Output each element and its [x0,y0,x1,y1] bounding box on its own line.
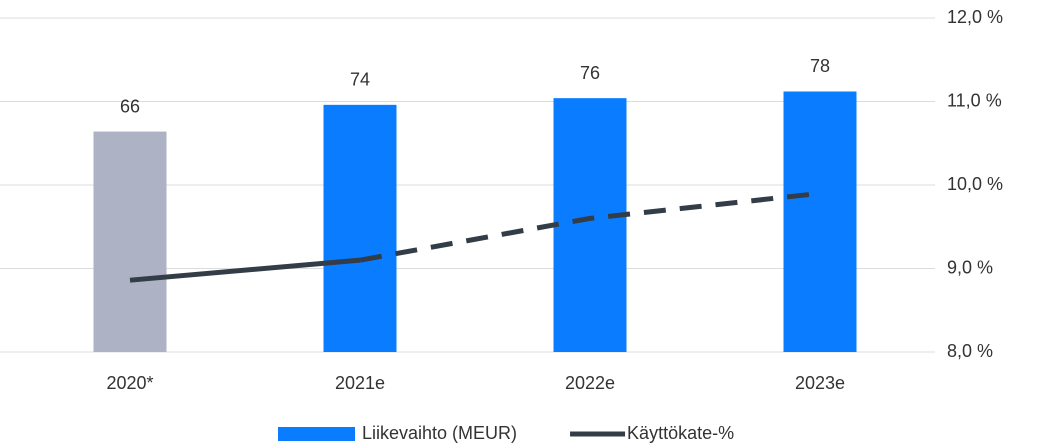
value-label: 78 [810,56,830,76]
x-tick-label: 2023e [795,373,845,393]
value-label: 76 [580,63,600,83]
legend-label: Käyttökate-% [627,423,734,443]
y2-tick-label: 11,0 % [947,90,1002,110]
line [359,190,821,263]
y2-tick-label: 8,0 % [947,341,993,361]
line [129,257,361,283]
x-tick-label: 2021e [335,373,385,393]
y2-tick-label: 10,0 % [947,174,1003,194]
y2-tick-label: 9,0 % [947,257,993,277]
bar [783,91,857,352]
bar [93,131,167,352]
x-tick-label: 2022e [565,373,615,393]
y2-tick-label: 12,0 % [947,7,1003,27]
bar [553,98,627,352]
legend-label: Liikevaihto (MEUR) [362,423,517,443]
value-label: 66 [120,96,140,116]
value-label: 74 [350,70,370,90]
bar [323,104,397,352]
legend-swatch [278,427,355,441]
x-tick-label: 2020* [106,373,153,393]
